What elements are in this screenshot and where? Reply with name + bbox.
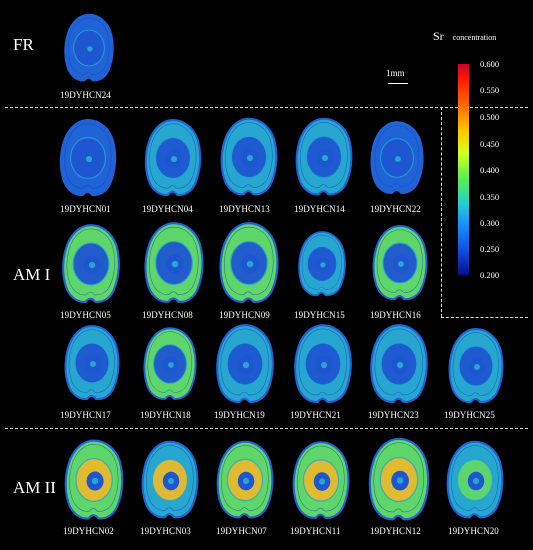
sample-label: 19DYHCN08 xyxy=(142,310,193,320)
separator-colorbar-left xyxy=(441,107,442,317)
sample-label: 19DYHCN14 xyxy=(294,204,345,214)
sample-label: 19DYHCN11 xyxy=(290,526,341,536)
otolith-image xyxy=(62,224,120,303)
sample-label: 19DYHCN15 xyxy=(294,310,345,320)
otolith-image xyxy=(448,327,504,404)
group-label-am2: AM II xyxy=(13,478,56,497)
otolith-image xyxy=(370,121,424,194)
otolith-image xyxy=(370,324,428,403)
colorbar-tick: 0.550 xyxy=(480,85,500,95)
sample-label: 19DYHCN03 xyxy=(140,526,191,536)
sample-label: 19DYHCN19 xyxy=(214,410,265,420)
separator-am1-am2 xyxy=(5,428,528,429)
sample-label: 19DYHCN05 xyxy=(60,310,111,320)
colorbar-tick: 0.350 xyxy=(480,192,500,202)
separator-fr-am1 xyxy=(5,107,528,108)
colorbar-tick: 0.450 xyxy=(480,139,500,149)
otolith-image xyxy=(64,324,120,401)
sample-label: 19DYHCN13 xyxy=(219,204,270,214)
colorbar-tick: 0.200 xyxy=(480,270,500,280)
otolith-image xyxy=(372,224,428,301)
otolith-image xyxy=(219,222,279,303)
colorbar-gradient xyxy=(458,64,469,275)
otolith-image xyxy=(446,440,504,519)
group-label-am1: AM I xyxy=(13,265,51,284)
sample-label: 19DYHCN20 xyxy=(448,526,499,536)
colorbar-tick: 0.400 xyxy=(480,165,500,175)
sample-label: 19DYHCN16 xyxy=(370,310,421,320)
sample-label: 19DYHCN04 xyxy=(142,204,193,214)
sample-label: 19DYHCN01 xyxy=(60,204,111,214)
otolith-image xyxy=(298,231,346,297)
otolith-image xyxy=(368,437,430,521)
otolith-image xyxy=(220,117,278,196)
sample-label: 19DYHCN24 xyxy=(60,90,111,100)
otolith-image xyxy=(141,440,199,519)
scale-bar-line xyxy=(388,83,408,84)
colorbar-title-text: concentration xyxy=(452,33,497,42)
sample-label: 19DYHCN22 xyxy=(370,204,421,214)
sample-label: 19DYHCN25 xyxy=(444,410,495,420)
otolith-image xyxy=(59,119,117,197)
sample-label: 19DYHCN17 xyxy=(60,410,111,420)
scale-bar-label: 1mm xyxy=(386,68,405,78)
sample-label: 19DYHCN09 xyxy=(219,310,270,320)
otolith-image xyxy=(144,119,202,197)
sample-label: 19DYHCN12 xyxy=(370,526,421,536)
colorbar-symbol: Sr xyxy=(433,29,444,43)
otolith-image xyxy=(292,441,350,519)
otolith-image xyxy=(216,324,274,403)
sample-label: 19DYHCN18 xyxy=(140,410,191,420)
otolith-image xyxy=(64,439,124,520)
colorbar-title: Sr concentration xyxy=(433,27,496,45)
separator-colorbar-bottom xyxy=(441,317,528,318)
group-label-fr: FR xyxy=(13,35,34,54)
sample-label: 19DYHCN23 xyxy=(368,410,419,420)
colorbar-tick: 0.250 xyxy=(480,244,500,254)
otolith-image xyxy=(144,222,204,303)
sample-label: 19DYHCN21 xyxy=(290,410,341,420)
colorbar-tick: 0.500 xyxy=(480,112,500,122)
colorbar-tick: 0.300 xyxy=(480,218,500,228)
colorbar-tick: 0.600 xyxy=(480,59,500,69)
otolith-image xyxy=(294,324,352,403)
otolith-image xyxy=(216,440,274,519)
otolith-image xyxy=(295,117,353,196)
sample-label: 19DYHCN07 xyxy=(216,526,267,536)
otolith-image xyxy=(64,13,114,82)
sample-label: 19DYHCN02 xyxy=(63,526,114,536)
otolith-image xyxy=(143,327,197,400)
